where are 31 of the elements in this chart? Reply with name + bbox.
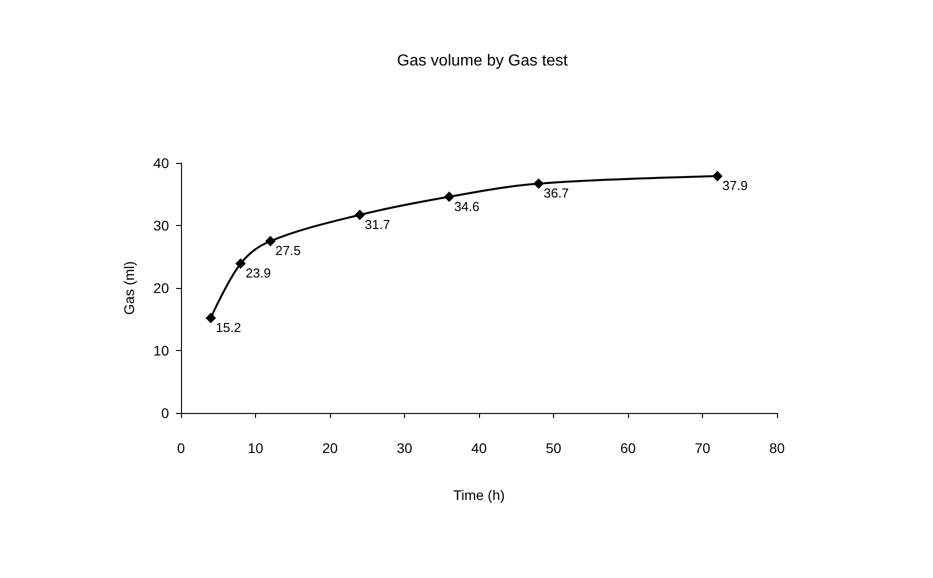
x-tick-label: 10: [248, 440, 264, 456]
x-tick-label: 60: [620, 440, 636, 456]
y-axis-title: Gas (ml): [121, 261, 137, 315]
x-tick-label: 40: [471, 440, 487, 456]
point: [236, 258, 246, 269]
data-label: 15.2: [216, 320, 242, 335]
data-label: 34.6: [454, 198, 480, 214]
y-tick-label: 40: [153, 155, 170, 171]
y-tick-label: 0: [161, 405, 170, 421]
data-label: 23.9: [246, 266, 271, 281]
point: [444, 192, 454, 202]
x-tick-label: 80: [769, 440, 785, 456]
point: [354, 210, 365, 220]
x-tick-label: 70: [694, 440, 710, 456]
data-label: 36.7: [544, 186, 569, 201]
data-label: 31.7: [364, 216, 390, 232]
data-label: 27.5: [275, 243, 301, 258]
x-tick-label: 30: [396, 440, 412, 456]
x-tick-label: 0: [177, 440, 186, 456]
data-label: 37.9: [722, 178, 748, 194]
point: [206, 313, 216, 323]
y-tick-label: 10: [153, 342, 170, 358]
x-tick-label: 20: [322, 440, 338, 456]
point: [534, 178, 544, 189]
y-tick-label: 30: [153, 218, 170, 234]
x-tick-label: 50: [546, 440, 562, 456]
point: [712, 171, 722, 182]
y-tick-label: 20: [153, 280, 170, 296]
point: [265, 236, 276, 246]
x-axis-title: Time (h): [453, 487, 505, 503]
chart-title: Gas volume by Gas test: [397, 52, 568, 70]
